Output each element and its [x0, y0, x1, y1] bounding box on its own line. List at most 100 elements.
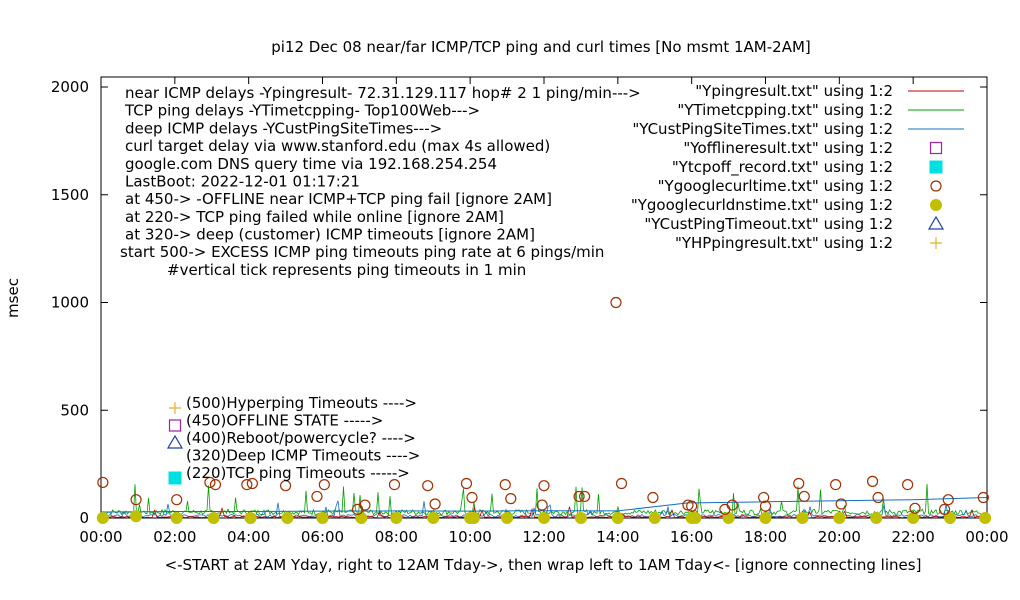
y-tick-label: 0 [79, 509, 89, 527]
curl-point [938, 503, 951, 515]
dns-point [689, 512, 702, 524]
curl-point [610, 296, 622, 309]
curl-point [647, 491, 659, 504]
legend-symbol-plus [930, 237, 942, 249]
marker-key-label: (320)Deep ICMP Timeouts ----> [186, 447, 420, 465]
x-tick-label: 14:00 [596, 528, 639, 546]
info-line: deep ICMP delays -YCustPingSiteTimes---> [125, 119, 442, 137]
info-block: start 500-> EXCESS ICMP ping timeouts pi… [120, 84, 641, 279]
info-line: near ICMP delays -Ypingresult- 72.31.129… [125, 84, 641, 102]
curl-point [505, 493, 517, 505]
curl-point [686, 500, 698, 512]
dns-point [944, 512, 957, 524]
curl-point [499, 478, 511, 491]
info-line-extra: start 500-> EXCESS ICMP ping timeouts pi… [120, 243, 604, 261]
dns-point [467, 512, 480, 524]
series-curl-times [97, 296, 989, 515]
dns-point [96, 512, 109, 524]
curl-point [758, 491, 770, 504]
dns-point [316, 512, 329, 524]
legend-label: "YTimetcpping.txt" using 1:2 [677, 101, 893, 119]
curl-point [241, 478, 253, 491]
marker-key-symbol [166, 434, 184, 449]
curl-point [726, 499, 738, 511]
marker-key-symbol-square [168, 419, 182, 432]
dns-point [796, 512, 809, 524]
legend-label: "Ytcpoff_record.txt" using 1:2 [672, 158, 893, 177]
dns-point [130, 510, 143, 523]
x-tick-label: 08:00 [375, 528, 418, 546]
marker-key-symbol-triangle [166, 434, 184, 449]
curl-point [279, 480, 292, 492]
curl-point [977, 491, 989, 504]
marker-key-label: (220)TCP ping Timeouts -----> [186, 464, 410, 482]
marker-key-symbol [168, 471, 182, 485]
x-axis-label: <-START at 2AM Yday, right to 12AM Tday-… [165, 556, 922, 574]
marker-key-symbol [168, 419, 182, 432]
legend: "Ypingresult.txt" using 1:2"YTimetcpping… [631, 82, 964, 252]
x-tick-label: 18:00 [744, 528, 787, 546]
legend-symbol-circle [930, 199, 942, 211]
marker-key: (500)Hyperping Timeouts ---->(450)OFFLIN… [166, 394, 420, 485]
curl-point [429, 498, 441, 510]
x-tick-label: 04:00 [227, 528, 270, 546]
chart-title: pi12 Dec 08 near/far ICMP/TCP ping and c… [271, 38, 811, 56]
dns-point [870, 512, 883, 524]
info-line: curl target delay via www.stanford.edu (… [125, 137, 550, 155]
dns-point [281, 512, 294, 524]
dns-point [574, 512, 587, 524]
legend-symbol [930, 199, 942, 211]
dns-point [648, 512, 661, 524]
curl-point [209, 478, 222, 491]
marker-key-symbol-plus [169, 402, 181, 414]
legend-symbol [929, 141, 943, 155]
curl-point [793, 477, 805, 490]
x-tick-label: 00:00 [79, 528, 122, 546]
curl-point [866, 475, 879, 487]
info-line: at 220-> TCP ping failed while online [i… [125, 208, 504, 226]
x-tick-label: 06:00 [301, 528, 344, 546]
info-line: TCP ping delays -YTimetcpping- Top100Web… [124, 102, 480, 120]
marker-key-symbol-square [168, 471, 182, 485]
legend-symbol [930, 237, 942, 249]
curl-point [615, 477, 628, 490]
marker-key-label: (500)Hyperping Timeouts ----> [186, 394, 417, 412]
dns-point [390, 512, 403, 524]
legend-symbol-square [929, 141, 943, 155]
info-line-note: #vertical tick represents ping timeouts … [167, 261, 526, 279]
marker-key-symbol [169, 402, 181, 414]
curl-point [830, 478, 842, 491]
legend-symbol [927, 215, 945, 230]
curl-point [536, 499, 548, 511]
curl-point [909, 502, 921, 514]
curl-point [318, 478, 330, 491]
curl-point [311, 490, 323, 503]
curl-point [97, 476, 109, 489]
curl-point [171, 494, 183, 506]
curl-point [538, 480, 550, 492]
y-axis-label: msec [4, 278, 22, 318]
legend-label: "YCustPingTimeout.txt" using 1:2 [644, 215, 893, 233]
curl-point [460, 477, 473, 490]
curl-point [388, 478, 401, 491]
curl-point [798, 490, 810, 503]
legend-label: "Ygooglecurltime.txt" using 1:2 [658, 177, 893, 195]
info-line: at 320-> deep (customer) ICMP timeouts [… [125, 226, 535, 244]
y-tick-label: 500 [60, 401, 89, 419]
legend-symbol-circle [930, 180, 942, 192]
dns-point [207, 512, 220, 524]
dns-point [907, 512, 920, 524]
curl-point [942, 494, 954, 506]
legend-label: "Ygooglecurldnstime.txt" using 1:2 [631, 196, 893, 214]
curl-point [573, 490, 585, 503]
legend-label: "YCustPingSiteTimes.txt" using 1:2 [632, 120, 893, 138]
info-line: LastBoot: 2022-12-01 01:17:21 [125, 173, 360, 191]
dns-point [759, 512, 772, 524]
x-tick-label: 20:00 [818, 528, 861, 546]
legend-symbol-square [929, 160, 943, 174]
y-tick-label: 2000 [51, 78, 89, 96]
dns-point [170, 512, 183, 524]
curl-point [902, 478, 914, 491]
x-tick-label: 10:00 [449, 528, 492, 546]
marker-key-label: (400)Reboot/powercycle? ----> [186, 429, 416, 447]
